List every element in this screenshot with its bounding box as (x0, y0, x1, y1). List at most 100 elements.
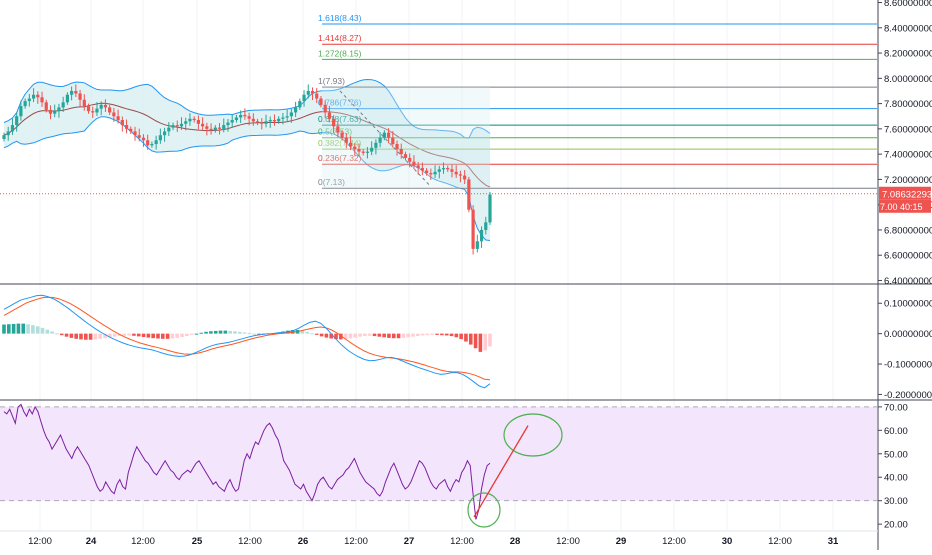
macd-histogram-bar (93, 333, 98, 340)
candle-body (403, 154, 408, 158)
price-axis-label: 8.40000000 (884, 23, 932, 34)
candle-body (420, 168, 424, 171)
macd-histogram-bar (112, 333, 117, 337)
macd-histogram-bar (132, 333, 136, 336)
macd-histogram-bar (478, 333, 483, 352)
candle-body (412, 161, 416, 166)
fib-range-shade (322, 87, 490, 189)
macd-histogram-bar (146, 333, 151, 338)
candle-body (441, 168, 446, 170)
candle-body (361, 151, 365, 153)
macd-histogram-bar (228, 330, 232, 334)
candle-body (129, 128, 133, 132)
candle-body (289, 112, 293, 117)
candle-body (222, 125, 226, 129)
candle-body (167, 127, 171, 132)
bollinger-upper-line (3, 78, 491, 139)
candle-body (192, 118, 196, 121)
candle-body (124, 125, 129, 129)
price-axis-label: 7.80000000 (884, 99, 932, 110)
macd-histogram-bar (74, 333, 78, 339)
rsi-axis-label: 60.00 (884, 426, 908, 437)
candle-body (91, 111, 95, 113)
macd-histogram-bar (406, 333, 410, 338)
candle-body (53, 111, 57, 114)
candle-body (175, 125, 179, 127)
candle-body (315, 93, 319, 99)
macd-histogram-bar (449, 333, 454, 337)
candle-body (146, 140, 150, 146)
macd-histogram-bar (35, 326, 40, 334)
fib-level-label: 0.618(7.63) (318, 114, 362, 124)
macd-histogram-bar (430, 333, 435, 335)
fib-level-label: 1(7.93) (318, 76, 345, 86)
annotation-circle-low[interactable] (467, 492, 501, 528)
candle-body (399, 149, 403, 155)
rsi-axis-label: 40.00 (884, 473, 908, 484)
macd-histogram-bar (233, 331, 237, 334)
candle-body (65, 94, 69, 103)
candle-body (433, 171, 437, 175)
candle-body (82, 99, 86, 107)
candle-body (463, 175, 467, 180)
candle-body (78, 93, 82, 100)
macd-histogram-bar (170, 333, 175, 339)
candle-body (370, 147, 374, 152)
macd-histogram-bar (50, 331, 54, 334)
candle-body (44, 102, 48, 110)
candle-body (150, 144, 154, 146)
candle-body (86, 106, 91, 112)
candle-body (196, 120, 200, 124)
candle-body (201, 123, 205, 127)
candle-body (484, 222, 488, 230)
macd-histogram-bar (343, 333, 348, 340)
annotation-circle-high[interactable] (503, 413, 563, 457)
macd-histogram-bar (55, 333, 59, 335)
macd-axis-label: -0.10000000 (884, 360, 932, 371)
last-price-badge (879, 186, 931, 200)
macd-axis-label: 0.00000000 (884, 329, 932, 340)
macd-histogram-bar (59, 333, 64, 336)
price-panel[interactable]: 1.618(8.43) 1.414(8.27) 1.272(8.15) 1(7.93)… (0, 13, 877, 255)
time-axis-label: 12:00 (556, 536, 580, 547)
macd-histogram-bar (151, 333, 155, 339)
candle-body (332, 118, 336, 127)
time-axis-label: 12:00 (662, 536, 686, 547)
candle-body (99, 104, 103, 109)
macd-histogram-bar (242, 332, 247, 334)
macd-histogram-bar (300, 330, 305, 334)
candle-body (310, 90, 315, 94)
candle-body (95, 108, 99, 113)
candle-body (408, 157, 412, 162)
macd-histogram-bar (391, 333, 396, 339)
macd-histogram-bar (2, 324, 6, 334)
macd-histogram-bar (348, 333, 353, 339)
macd-panel[interactable] (2, 294, 492, 389)
annotation-trend-line[interactable] (473, 425, 529, 518)
rsi-band-fill (0, 406, 877, 501)
last-price-label: 7.08632293 (882, 189, 932, 200)
candle-body (188, 118, 192, 122)
macd-axis-label: 0.10000000 (884, 299, 932, 310)
candle-body (298, 101, 302, 108)
candle-body (217, 127, 222, 129)
candle-body (285, 116, 289, 118)
macd-histogram-bar (16, 323, 21, 334)
macd-histogram-bar (108, 333, 112, 338)
macd-histogram-bar (339, 333, 343, 340)
macd-histogram-bar (473, 333, 478, 349)
macd-histogram-bar (69, 333, 74, 338)
macd-signal-line (3, 296, 491, 381)
macd-histogram-bar (401, 333, 406, 338)
price-axis-label: 7.60000000 (884, 124, 932, 135)
time-axis-label: 24 (86, 536, 97, 547)
bollinger-lower-line (3, 116, 491, 241)
rsi-panel[interactable] (0, 403, 877, 528)
macd-histogram-bar (31, 325, 35, 334)
candle-body (268, 120, 272, 122)
candle-body (70, 90, 74, 95)
candle-body (247, 116, 251, 119)
time-axis-label: 29 (616, 536, 627, 547)
